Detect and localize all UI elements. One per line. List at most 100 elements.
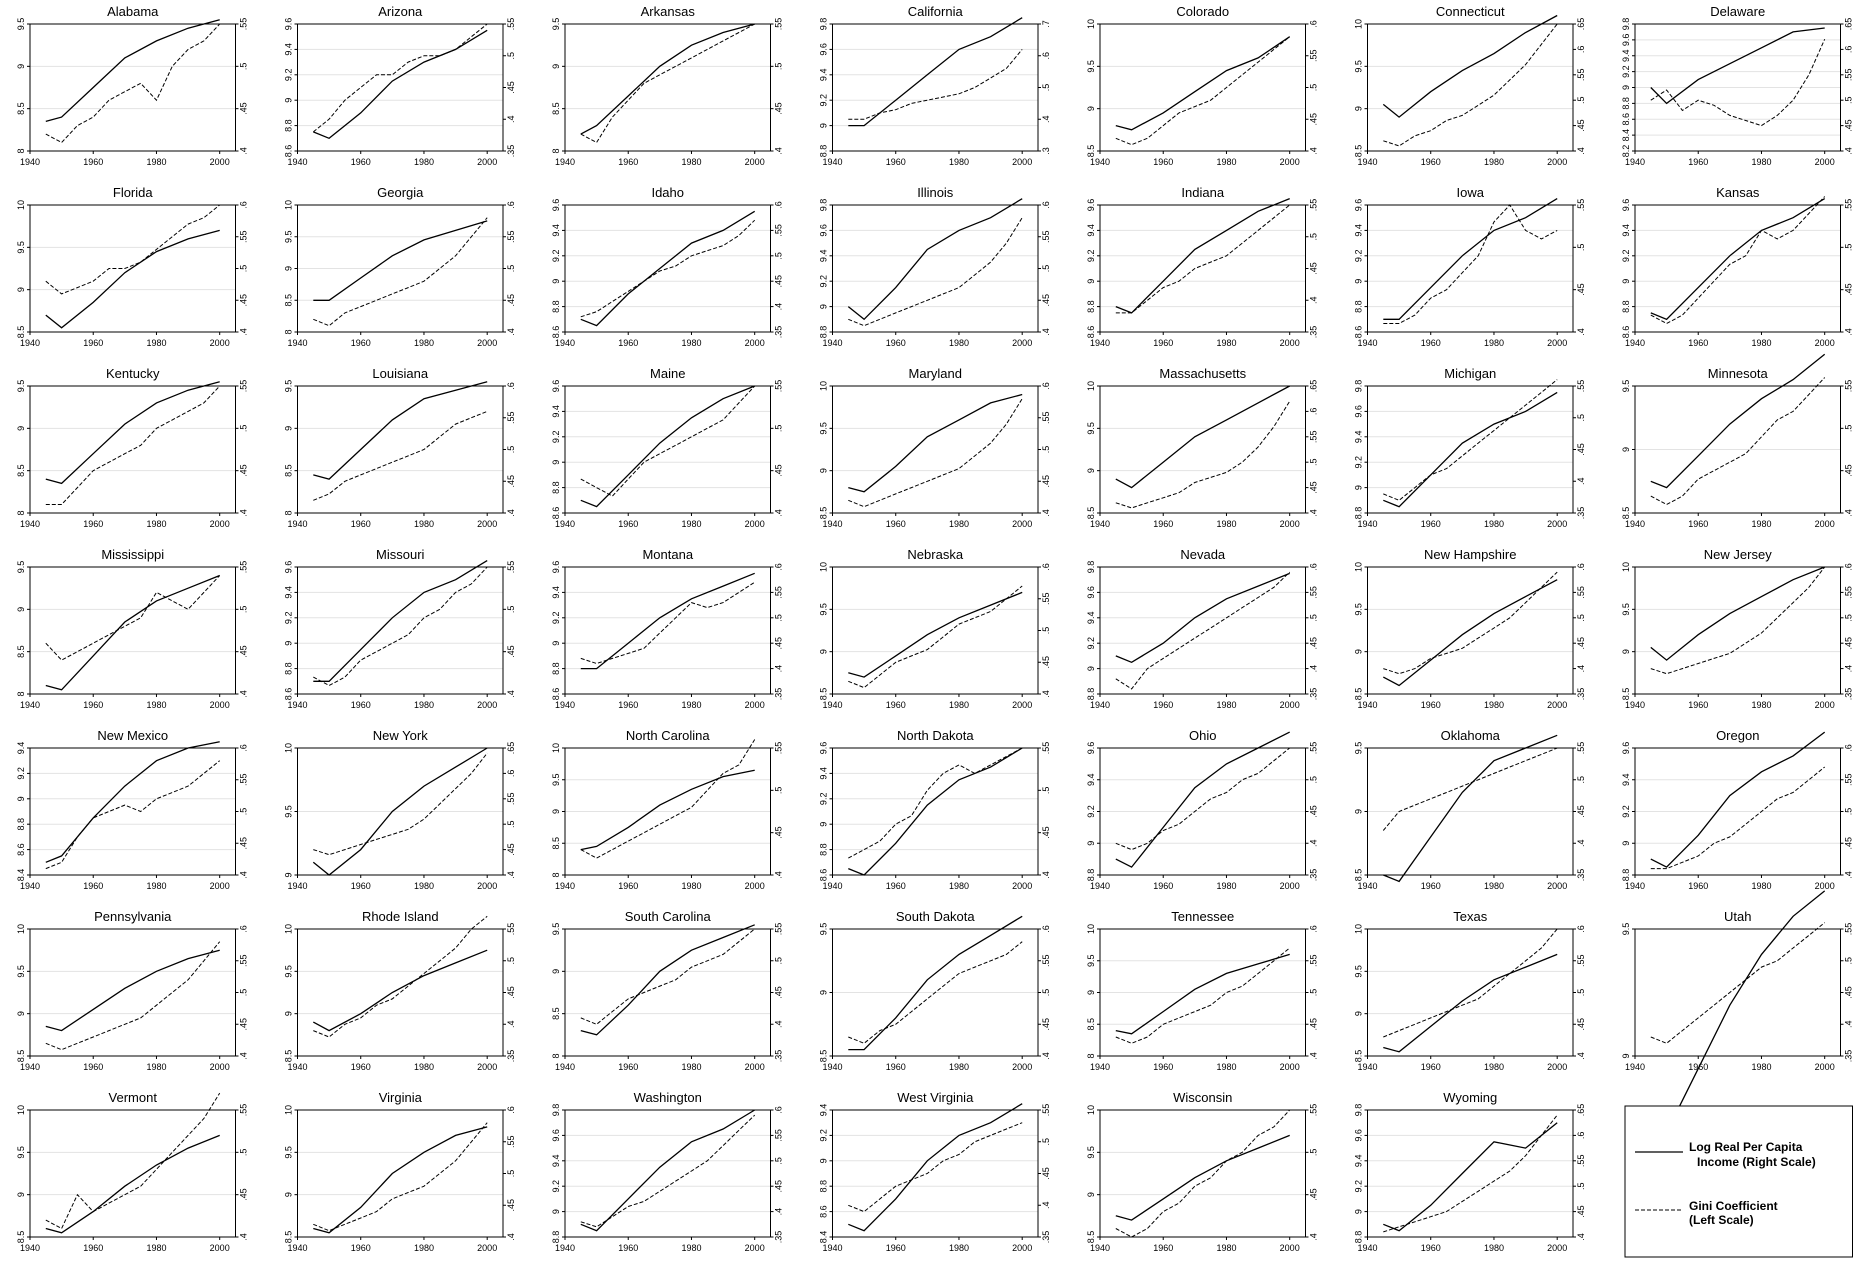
- x-tick-label: 1980: [146, 157, 166, 167]
- x-tick-label: 1980: [949, 519, 969, 529]
- panel-title: New York: [373, 728, 428, 743]
- right-tick-label: .55: [506, 18, 516, 31]
- x-tick-label: 1940: [1625, 1062, 1645, 1072]
- x-tick-label: 1980: [949, 1062, 969, 1072]
- left-tick-label: 9.4: [1086, 612, 1096, 625]
- right-tick-label: .4: [239, 147, 249, 155]
- panel-new-mexico: New Mexico 8.4 8.6 8.8 9 9.2 9.4 .4 .45 .5 .55 .6 19…: [16, 728, 249, 891]
- right-tick-label: .55: [506, 561, 516, 574]
- x-tick-label: 1960: [1421, 1062, 1441, 1072]
- left-tick-label: 9.4: [819, 250, 829, 263]
- left-tick-label: 9: [1621, 85, 1631, 90]
- left-tick-label: 9.4: [284, 43, 294, 56]
- right-tick-label: .6: [506, 382, 516, 390]
- left-tick-label: 9: [551, 64, 561, 69]
- left-tick-label: 8.5: [1621, 688, 1631, 701]
- panel-title: Washington: [634, 1090, 702, 1105]
- left-tick-label: 9: [1354, 279, 1364, 284]
- panel-title: Missouri: [376, 547, 425, 562]
- legend-income-label-1: Log Real Per Capita: [1689, 1140, 1803, 1154]
- left-tick-label: 9: [551, 279, 561, 284]
- x-tick-label: 1960: [1421, 519, 1441, 529]
- gini-line: [1650, 196, 1826, 325]
- x-tick-label: 2000: [210, 1062, 230, 1072]
- x-tick-label: 1960: [1153, 700, 1173, 710]
- x-tick-label: 1960: [886, 519, 906, 529]
- left-tick-label: 9.8: [1354, 1104, 1364, 1117]
- panel-title: Vermont: [109, 1090, 158, 1105]
- left-tick-label: 9.2: [1086, 250, 1096, 263]
- x-tick-label: 1980: [1216, 338, 1236, 348]
- income-line: [580, 924, 755, 1036]
- x-tick-label: 1980: [146, 1243, 166, 1253]
- x-tick-label: 1980: [1484, 157, 1504, 167]
- x-tick-label: 1960: [618, 700, 638, 710]
- left-tick-label: 8.6: [1086, 326, 1096, 339]
- x-tick-label: 1960: [351, 881, 371, 891]
- right-tick-label: .5: [774, 63, 784, 71]
- x-tick-label: 1980: [1216, 1062, 1236, 1072]
- left-tick-label: 8.8: [1354, 300, 1364, 313]
- income-line: [313, 29, 488, 140]
- x-tick-label: 1960: [1153, 519, 1173, 529]
- right-tick-label: .5: [239, 606, 249, 614]
- panel-new-hampshire: New Hampshire 8.5 9 9.5 10 .35 .4 .45 .5 .55 .6 194…: [1354, 547, 1587, 710]
- right-tick-label: .4: [1309, 509, 1319, 517]
- right-tick-label: .45: [239, 645, 249, 658]
- left-tick-label: 8.6: [819, 869, 829, 882]
- income-line: [848, 1103, 1023, 1232]
- x-tick-label: 2000: [745, 338, 765, 348]
- x-tick-label: 2000: [745, 519, 765, 529]
- right-tick-label: .4: [774, 665, 784, 673]
- x-tick-label: 2000: [1280, 1243, 1300, 1253]
- right-tick-label: .55: [1844, 773, 1854, 786]
- x-tick-label: 1960: [1153, 1062, 1173, 1072]
- right-tick-label: .4: [506, 115, 516, 123]
- left-tick-label: 8.6: [284, 145, 294, 158]
- left-tick-label: 9.5: [1354, 965, 1364, 978]
- left-tick-label: 9.6: [284, 561, 294, 574]
- right-tick-label: .65: [1576, 1104, 1586, 1117]
- left-tick-label: 9.6: [1086, 742, 1096, 755]
- x-tick-label: 1940: [822, 338, 842, 348]
- panel-mississippi: Mississippi 8 8.5 9 9.5 .4 .45 .5 .55 1940 1960 198…: [16, 547, 249, 710]
- plot-frame: [832, 747, 1039, 876]
- gini-line: [580, 928, 756, 1025]
- right-tick-label: .4: [1576, 1052, 1586, 1060]
- gini-line: [580, 581, 755, 665]
- plot-frame: [297, 566, 504, 695]
- left-tick-label: 9.4: [1086, 224, 1096, 237]
- left-tick-label: 10: [819, 381, 829, 391]
- left-tick-label: 9.6: [551, 561, 561, 574]
- right-tick-label: .4: [774, 303, 784, 311]
- x-tick-label: 1980: [1751, 881, 1771, 891]
- right-tick-label: .5: [1041, 446, 1051, 454]
- right-tick-label: .55: [1844, 586, 1854, 599]
- x-tick-label: 2000: [477, 1062, 497, 1072]
- x-tick-label: 1960: [83, 338, 103, 348]
- left-tick-label: 9.6: [1621, 34, 1631, 47]
- panel-title: Maine: [650, 366, 685, 381]
- gini-line: [1650, 766, 1826, 870]
- x-tick-label: 1980: [949, 157, 969, 167]
- gini-line: [848, 398, 1023, 508]
- income-line: [1115, 1134, 1290, 1221]
- x-tick-label: 1940: [1090, 338, 1110, 348]
- panel-arizona: Arizona 8.6 8.8 9 9.2 9.4 9.6 .35 .4 .45 .5 .55 1940…: [284, 4, 517, 167]
- left-tick-label: 9.5: [284, 965, 294, 978]
- x-tick-label: 1940: [1357, 881, 1377, 891]
- x-tick-label: 1980: [681, 157, 701, 167]
- x-tick-label: 1940: [20, 700, 40, 710]
- left-tick-label: 9.6: [551, 1129, 561, 1142]
- x-tick-label: 1960: [83, 519, 103, 529]
- right-tick-label: .5: [239, 425, 249, 433]
- right-tick-label: .5: [1576, 776, 1586, 784]
- right-tick-label: .5: [506, 446, 516, 454]
- right-tick-label: .45: [774, 102, 784, 115]
- x-tick-label: 1960: [83, 1243, 103, 1253]
- left-tick-label: 8.4: [819, 1231, 829, 1244]
- x-tick-label: 1980: [1216, 700, 1236, 710]
- left-tick-label: 9: [16, 426, 26, 431]
- right-tick-label: .5: [239, 265, 249, 273]
- right-tick-label: .55: [1309, 742, 1319, 755]
